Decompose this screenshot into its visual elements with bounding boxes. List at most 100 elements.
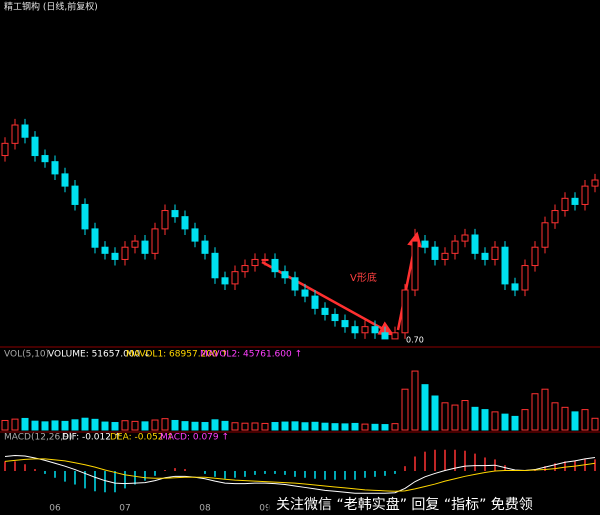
panel-value: DIF: -0.012 ↑	[62, 433, 121, 443]
candle-body	[121, 246, 129, 260]
candle-body	[281, 271, 289, 279]
volume-bar	[261, 422, 269, 431]
volume-bar	[141, 421, 149, 431]
candle-body	[271, 258, 279, 273]
volume-bar	[331, 423, 339, 431]
volume-bar	[461, 400, 469, 431]
x-tick-label: 08	[199, 504, 211, 514]
candle-body	[441, 252, 449, 260]
candle-body	[241, 265, 249, 273]
candle-body	[81, 203, 89, 230]
candle-body	[91, 228, 99, 248]
candle-body	[261, 258, 269, 261]
dea-line	[4, 458, 596, 492]
candle-body	[151, 228, 159, 254]
volume-bar	[251, 422, 259, 431]
candle-body	[191, 228, 199, 242]
volume-bar	[31, 420, 39, 431]
candle-body	[371, 326, 379, 334]
candle-body	[101, 246, 109, 254]
volume-bar	[11, 418, 19, 431]
volume-bar	[451, 404, 459, 431]
volume-bar	[311, 421, 319, 431]
candle-body	[401, 289, 409, 334]
candle-body	[31, 136, 39, 157]
volume-bar	[501, 413, 509, 431]
volume-bar	[591, 417, 599, 431]
volume-bar	[421, 384, 429, 431]
candle-body	[211, 252, 219, 279]
candle-body	[541, 222, 549, 248]
candle-body	[431, 246, 439, 260]
candle-body	[581, 185, 589, 205]
candle-body	[221, 277, 229, 285]
volume-bar	[41, 421, 49, 431]
volume-bar	[531, 393, 539, 431]
volume-bar	[351, 422, 359, 431]
volume-bar	[21, 417, 29, 431]
volume-bar	[271, 422, 279, 431]
panel-value: DEA: -0.052 ↑	[110, 433, 174, 443]
volume-bar	[81, 417, 89, 431]
candle-body	[571, 197, 579, 205]
volume-bar	[341, 423, 349, 431]
x-tick-label: 06	[49, 504, 61, 514]
volume-bar	[301, 422, 309, 431]
candle-body	[451, 240, 459, 254]
volume-bar	[361, 423, 369, 431]
candle-body	[291, 277, 299, 291]
candle-body	[391, 332, 399, 340]
x-tick-label: 07	[119, 504, 130, 514]
candle-body	[521, 265, 529, 291]
volume-bar	[321, 422, 329, 431]
candle-body	[351, 326, 359, 334]
candle-body	[341, 320, 349, 328]
candle-body	[251, 258, 259, 267]
panel-label: VOL(5,10)	[4, 350, 49, 360]
candle-body	[11, 124, 19, 144]
candle-body	[51, 161, 59, 175]
candle-body	[231, 271, 239, 285]
candle-body	[331, 313, 339, 322]
volume-bar	[441, 402, 449, 431]
volume-bar	[171, 419, 179, 431]
candle-body	[161, 210, 169, 230]
volume-bar	[61, 420, 69, 431]
panel-value: MAVOL1: 68957.200 ↑	[126, 350, 228, 360]
volume-bar	[491, 411, 499, 431]
candle-body	[111, 252, 119, 260]
volume-bar	[391, 423, 399, 431]
volume-bar	[211, 419, 219, 431]
volume-bar	[91, 418, 99, 431]
candle-body	[201, 240, 209, 254]
volume-bar	[481, 409, 489, 431]
panel-value: MACD: 0.079 ↑	[160, 433, 229, 443]
candle-body	[561, 197, 569, 212]
panel-value: MAVOL2: 45761.600 ↑	[200, 350, 302, 360]
candle-body	[171, 210, 179, 218]
candle-body	[511, 283, 519, 291]
volume-bar	[191, 421, 199, 431]
candle-body	[591, 179, 599, 187]
candle-body	[531, 246, 539, 267]
volume-bar	[471, 406, 479, 431]
volume-bar	[71, 419, 79, 431]
volume-bar	[231, 422, 239, 431]
volume-bar	[241, 422, 249, 431]
candle-body	[481, 252, 489, 260]
candle-body	[471, 234, 479, 254]
candle-body	[131, 240, 139, 248]
volume-bar	[511, 415, 519, 431]
candle-body	[311, 295, 319, 309]
volume-bar	[281, 421, 289, 431]
volume-bar	[381, 424, 389, 431]
volume-bar	[151, 419, 159, 431]
volume-bar	[541, 388, 549, 431]
candle-body	[411, 240, 419, 291]
volume-bar	[121, 420, 129, 431]
candle-body	[61, 173, 69, 187]
candle-body	[301, 289, 309, 297]
dif-line	[4, 455, 596, 494]
